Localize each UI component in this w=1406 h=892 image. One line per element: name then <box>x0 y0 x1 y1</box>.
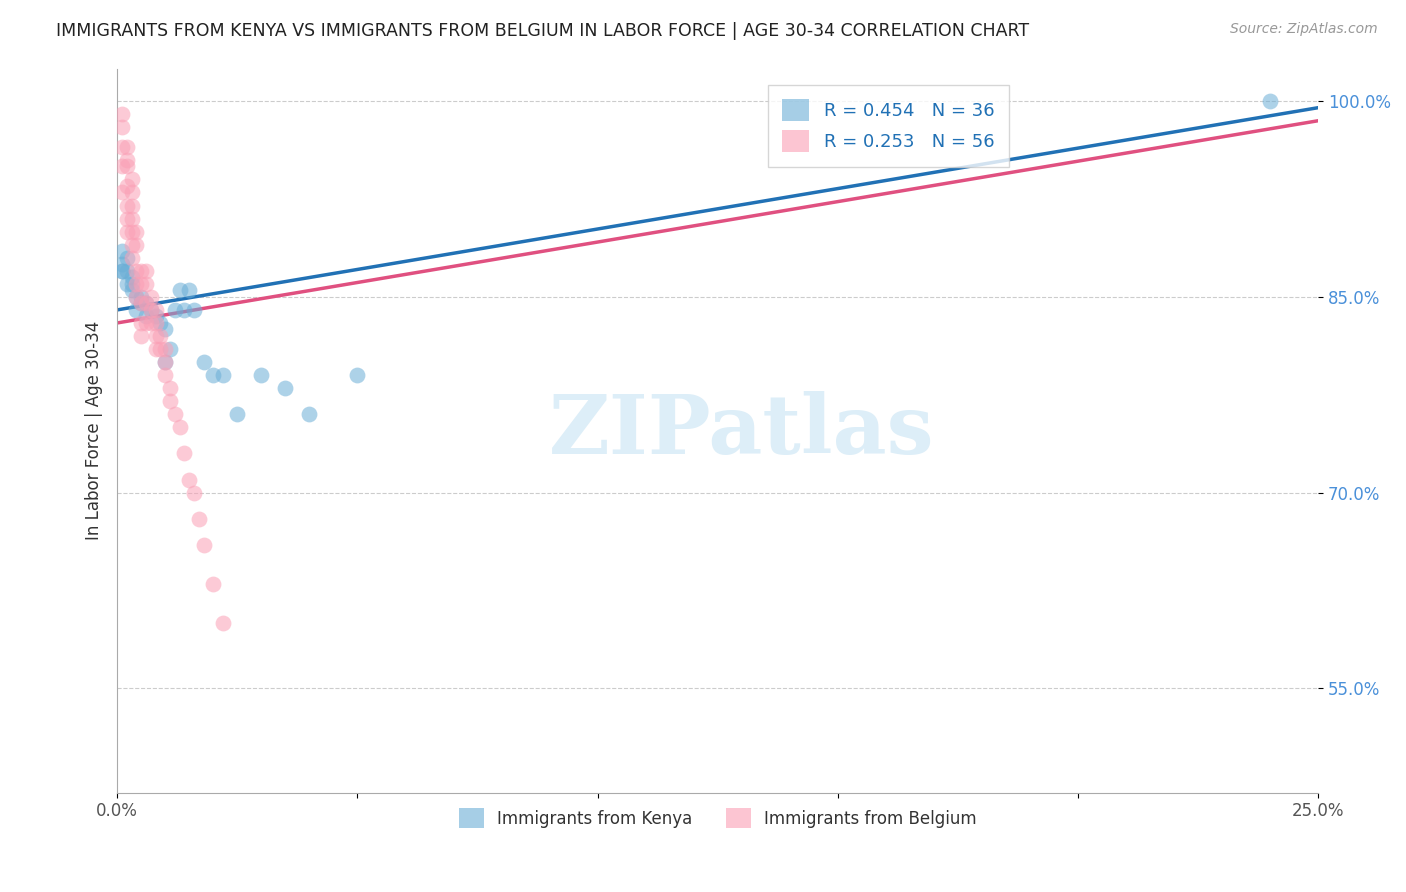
Point <box>125 225 148 239</box>
Point <box>125 290 148 304</box>
Point <box>135 264 157 278</box>
Point <box>193 538 215 552</box>
Point <box>169 420 191 434</box>
Point <box>111 264 134 278</box>
Point <box>111 264 134 278</box>
Point <box>121 172 143 186</box>
Point <box>135 277 157 291</box>
Point <box>115 225 138 239</box>
Point <box>173 302 195 317</box>
Point <box>115 153 138 167</box>
Point <box>111 244 134 259</box>
Point <box>139 290 162 304</box>
Point <box>111 186 134 200</box>
Point <box>155 368 177 383</box>
Point <box>202 577 225 591</box>
Point <box>163 407 186 421</box>
Point <box>129 296 152 310</box>
Point <box>121 211 143 226</box>
Point <box>155 355 177 369</box>
Point <box>115 264 138 278</box>
Point <box>111 107 134 121</box>
Point <box>193 355 215 369</box>
Point <box>145 310 167 324</box>
Point <box>121 251 143 265</box>
Text: ZIPatlas: ZIPatlas <box>548 391 935 471</box>
Point <box>121 237 143 252</box>
Point <box>111 120 134 135</box>
Text: IMMIGRANTS FROM KENYA VS IMMIGRANTS FROM BELGIUM IN LABOR FORCE | AGE 30-34 CORR: IMMIGRANTS FROM KENYA VS IMMIGRANTS FROM… <box>56 22 1029 40</box>
Point <box>135 296 157 310</box>
Point <box>121 186 143 200</box>
Point <box>135 310 157 324</box>
Point <box>115 140 138 154</box>
Point <box>139 316 162 330</box>
Point <box>250 368 273 383</box>
Point <box>149 316 172 330</box>
Point <box>1258 94 1281 108</box>
Point <box>135 296 157 310</box>
Point <box>111 140 134 154</box>
Point <box>187 511 209 525</box>
Point <box>346 368 368 383</box>
Point <box>163 302 186 317</box>
Point <box>115 178 138 193</box>
Point <box>115 277 138 291</box>
Point <box>121 283 143 297</box>
Point <box>135 316 157 330</box>
Text: Source: ZipAtlas.com: Source: ZipAtlas.com <box>1230 22 1378 37</box>
Point <box>173 446 195 460</box>
Point <box>115 160 138 174</box>
Point <box>179 473 201 487</box>
Point <box>179 283 201 297</box>
Point <box>159 342 181 356</box>
Point <box>115 211 138 226</box>
Point <box>149 342 172 356</box>
Point <box>125 277 148 291</box>
Point <box>121 225 143 239</box>
Point <box>145 342 167 356</box>
Point <box>111 257 134 271</box>
Point <box>125 290 148 304</box>
Point <box>121 270 143 285</box>
Point <box>145 316 167 330</box>
Point <box>121 198 143 212</box>
Point <box>183 302 205 317</box>
Point <box>169 283 191 297</box>
Point <box>183 485 205 500</box>
Point <box>145 329 167 343</box>
Point <box>212 368 235 383</box>
Point <box>139 302 162 317</box>
Point <box>129 329 152 343</box>
Point <box>159 381 181 395</box>
Point <box>129 277 152 291</box>
Point <box>212 615 235 630</box>
Point <box>125 302 148 317</box>
Point <box>159 394 181 409</box>
Point <box>129 290 152 304</box>
Point <box>155 322 177 336</box>
Point <box>226 407 249 421</box>
Point <box>139 302 162 317</box>
Point <box>115 198 138 212</box>
Point <box>202 368 225 383</box>
Point <box>129 264 152 278</box>
Point <box>274 381 297 395</box>
Legend: Immigrants from Kenya, Immigrants from Belgium: Immigrants from Kenya, Immigrants from B… <box>453 801 983 835</box>
Point <box>298 407 321 421</box>
Point <box>145 302 167 317</box>
Point <box>149 329 172 343</box>
Y-axis label: In Labor Force | Age 30-34: In Labor Force | Age 30-34 <box>86 321 103 541</box>
Point <box>111 160 134 174</box>
Point <box>125 264 148 278</box>
Point <box>129 316 152 330</box>
Point <box>155 342 177 356</box>
Point <box>125 237 148 252</box>
Point <box>115 251 138 265</box>
Point <box>121 277 143 291</box>
Point <box>155 355 177 369</box>
Point <box>129 296 152 310</box>
